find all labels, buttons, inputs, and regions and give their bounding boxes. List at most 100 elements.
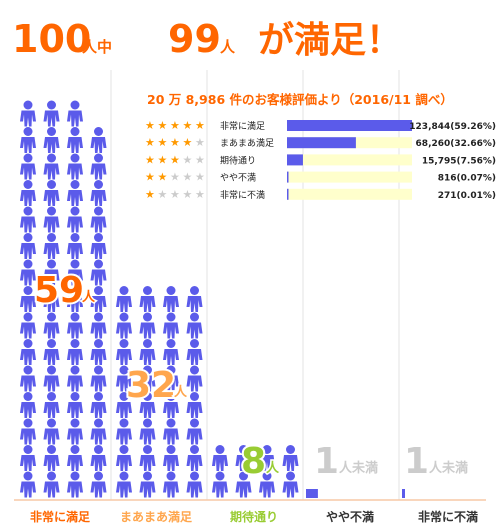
rating-row: ★ ★ ★ ★ ★ やや不満 816(0.07%) <box>145 171 496 184</box>
rating-label: 非常に満足 <box>220 120 265 132</box>
count-unit: 人 <box>174 384 188 400</box>
star-icon: ★ <box>170 136 180 149</box>
person-icon <box>139 365 156 392</box>
person-icon <box>139 392 156 418</box>
person-icon <box>43 259 60 286</box>
count-value: 59 <box>34 270 84 311</box>
person-icon <box>43 180 60 206</box>
rating-bar-track <box>287 188 412 200</box>
rating-rows: ★ ★ ★ ★ ★ 非常に満足 123,844(59.26%)★ ★ ★ ★ ★ まあまあ満足 68,2… <box>145 119 496 201</box>
person-icon <box>67 233 83 259</box>
person-icon <box>67 153 83 180</box>
person-icon <box>90 445 107 471</box>
person-icon <box>43 392 60 418</box>
person-icon <box>20 153 36 180</box>
person-icon <box>20 445 36 471</box>
rating-label: 期待通り <box>220 154 256 166</box>
person-icon <box>116 471 132 498</box>
rating-bar <box>287 154 303 166</box>
count-unit: 人未満 <box>429 460 468 476</box>
count-value: 1 <box>314 441 339 482</box>
person-icon <box>116 365 132 392</box>
person-icon <box>282 471 299 498</box>
person-icon <box>43 418 60 445</box>
person-icon <box>67 365 83 392</box>
rating-row: ★ ★ ★ ★ ★ 期待通り 15,795(7.56%) <box>145 153 496 166</box>
person-icon <box>235 445 252 471</box>
person-icon <box>116 418 132 445</box>
person-icon <box>163 339 179 365</box>
star-icon: ★ <box>145 119 155 132</box>
star-icon: ★ <box>195 171 205 184</box>
rating-bar-track <box>287 154 412 166</box>
person-icon <box>186 392 203 418</box>
person-icon <box>186 418 203 445</box>
person-icon <box>20 418 36 445</box>
person-icon <box>43 286 60 312</box>
star-icon: ★ <box>183 153 193 166</box>
person-icon <box>67 339 83 365</box>
subtitle: 20 万 8,986 件のお客様評価より（2016/11 調べ） <box>147 92 453 107</box>
person-icon <box>163 365 179 392</box>
person-icon <box>67 286 83 312</box>
person-icon <box>139 471 156 498</box>
person-icon <box>163 418 179 445</box>
person-icon <box>43 445 60 471</box>
star-icon: ★ <box>195 188 205 201</box>
person-icon <box>20 259 36 286</box>
person-icon <box>90 259 107 286</box>
person-icon <box>90 153 107 180</box>
headline-satisfied-unit: 人 <box>220 38 236 56</box>
person-icon <box>90 471 107 498</box>
person-icon <box>43 339 60 365</box>
star-icon: ★ <box>183 119 193 132</box>
rating-label: やや不満 <box>220 173 256 184</box>
star-icon: ★ <box>158 188 168 201</box>
count-unit: 人未満 <box>339 460 378 476</box>
person-icon <box>20 100 36 127</box>
rating-summary: 20 万 8,986 件のお客様評価より（2016/11 調べ） ★ ★ ★ ★ ★ 非常… <box>145 92 496 201</box>
person-icon <box>20 392 36 418</box>
person-icon <box>186 312 203 339</box>
headline-satisfied: 99 <box>168 17 221 61</box>
headline: 100 人中 99 人 が満足！ <box>12 17 402 61</box>
person-icon <box>20 180 36 206</box>
star-icon: ★ <box>145 136 155 149</box>
rating-label: 非常に不満 <box>220 189 265 201</box>
person-icon <box>90 180 107 206</box>
rating-bar <box>287 120 412 131</box>
category-label: 非常に不満 <box>418 509 478 524</box>
star-icon: ★ <box>195 136 205 149</box>
rating-bar <box>287 188 289 200</box>
category-labels: 非常に満足 まあまあ満足 期待通り やや不満 非常に不満 <box>30 509 478 524</box>
star-icon: ★ <box>183 171 193 184</box>
person-icon <box>67 259 83 286</box>
partial-person <box>402 489 405 498</box>
star-icon: ★ <box>170 153 180 166</box>
rating-value: 816(0.07%) <box>438 174 496 184</box>
person-icon <box>90 127 107 153</box>
count-value: 1 <box>404 441 429 482</box>
category-label: 期待通り <box>230 509 278 524</box>
person-icon <box>139 286 156 312</box>
person-icon <box>139 312 156 339</box>
person-icon <box>43 233 60 259</box>
person-icon <box>186 445 203 471</box>
star-icon: ★ <box>145 188 155 201</box>
person-icon <box>235 471 252 498</box>
person-icon <box>67 312 83 339</box>
person-icon <box>43 153 60 180</box>
star-icon: ★ <box>158 171 168 184</box>
person-icon <box>90 418 107 445</box>
person-icon <box>43 206 60 233</box>
person-icon <box>186 365 203 392</box>
count-unit: 人 <box>266 460 280 476</box>
person-icon <box>43 127 60 153</box>
rating-bar <box>287 137 356 149</box>
person-icon <box>116 392 132 418</box>
person-icon <box>43 365 60 392</box>
person-icon <box>43 312 60 339</box>
star-icon: ★ <box>145 171 155 184</box>
person-icon <box>67 471 83 498</box>
